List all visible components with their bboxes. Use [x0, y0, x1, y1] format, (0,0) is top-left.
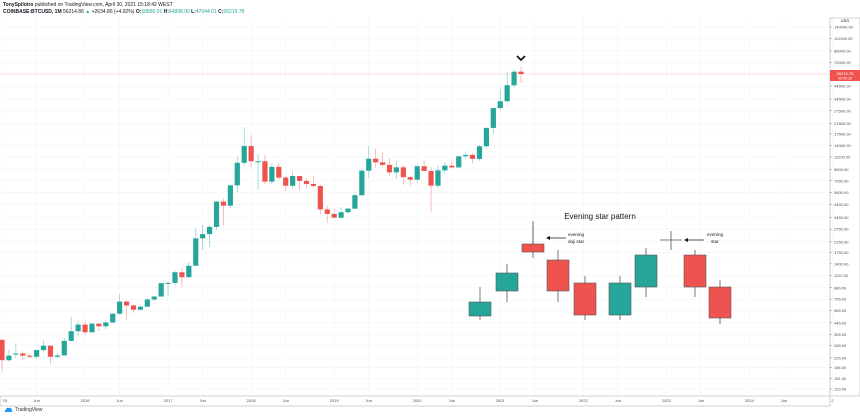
svg-text:2021: 2021 — [496, 398, 506, 403]
svg-text:17500.00: 17500.00 — [834, 132, 851, 137]
svg-text:285.00: 285.00 — [834, 343, 847, 348]
svg-text:355.00: 355.00 — [834, 332, 847, 337]
svg-text:44500.00: 44500.00 — [834, 84, 851, 89]
svg-text:Jun: Jun — [532, 398, 538, 403]
open-label: O: — [135, 9, 142, 15]
svg-text:56219.78: 56219.78 — [837, 71, 854, 76]
svg-text:Jun: Jun — [781, 398, 787, 403]
svg-text:Jun: Jun — [33, 398, 39, 403]
svg-text:evening: evening — [568, 232, 585, 237]
svg-text:2023: 2023 — [662, 398, 672, 403]
chevron-down-icon — [516, 55, 526, 62]
high-value: 64898.00 — [168, 9, 190, 15]
price-axis[interactable] — [829, 17, 860, 397]
open-value: 58880.01 — [141, 9, 163, 15]
author-name[interactable]: TonySpilotro — [3, 2, 34, 8]
svg-text:09:40:10: 09:40:10 — [838, 77, 852, 81]
svg-text:2: 2 — [831, 398, 834, 403]
up-arrow-icon: ▲ — [85, 9, 91, 15]
svg-text:112000.00: 112000.00 — [834, 36, 853, 41]
price-change: +2634.86 (+4.92%) — [91, 9, 135, 15]
grid-lines — [0, 18, 833, 396]
svg-text:11200.00: 11200.00 — [834, 154, 851, 159]
svg-text:2020: 2020 — [413, 398, 423, 403]
svg-text:star: star — [711, 239, 719, 244]
svg-text:Jun: Jun — [449, 398, 455, 403]
svg-text:186.00: 186.00 — [834, 365, 847, 370]
svg-text:3450.00: 3450.00 — [834, 215, 849, 220]
svg-text:2019: 2019 — [330, 398, 340, 403]
svg-text:7050.00: 7050.00 — [834, 178, 849, 183]
svg-text:27500.00: 27500.00 — [834, 108, 851, 113]
currency-label: USD — [841, 18, 850, 23]
svg-text:151.00: 151.00 — [834, 376, 847, 381]
svg-text:Jun: Jun — [282, 398, 288, 403]
cloud-icon — [4, 407, 13, 412]
svg-text:70000.00: 70000.00 — [834, 60, 851, 65]
svg-text:140000.00: 140000.00 — [834, 25, 854, 30]
svg-text:2024: 2024 — [745, 398, 755, 403]
svg-text:Jun: Jun — [199, 398, 205, 403]
svg-text:5600.00: 5600.00 — [834, 190, 849, 195]
high-label: H: — [163, 9, 169, 15]
brand-name: TradingView — [15, 407, 43, 413]
svg-text:2017: 2017 — [164, 398, 174, 403]
svg-text:evening: evening — [707, 232, 724, 237]
svg-text:880.00: 880.00 — [834, 285, 847, 290]
svg-text:1750.00: 1750.00 — [834, 250, 849, 255]
svg-text:225.00: 225.00 — [834, 355, 847, 360]
svg-text:Jun: Jun — [698, 398, 704, 403]
price-axis-labels: 140000.00 112000.00 88000.00 70000.00 44500.… — [830, 25, 854, 391]
svg-text:2022: 2022 — [579, 398, 589, 403]
tradingview-logo[interactable]: TradingView — [4, 407, 43, 413]
svg-text:Jun: Jun — [116, 398, 122, 403]
svg-text:8800.00: 8800.00 — [834, 167, 849, 172]
svg-text:1400.00: 1400.00 — [834, 261, 849, 266]
symbol-legend: COINBASE:BTCUSD, 1M 56214.86 ▲ +2634.86 … — [3, 9, 244, 15]
svg-text:34500.00: 34500.00 — [834, 97, 851, 102]
svg-text:doji star: doji star — [568, 239, 585, 244]
svg-text:14000.00: 14000.00 — [834, 143, 851, 148]
svg-text:88000.00: 88000.00 — [834, 48, 851, 53]
svg-text:4450.00: 4450.00 — [834, 202, 849, 207]
svg-text:123.00: 123.00 — [834, 386, 847, 391]
time-axis-labels: '15 Jun 2016 Jun 2017 Jun 2018 Jun 2019 Jun 2020 Ju… — [2, 398, 834, 403]
candles — [0, 66, 524, 373]
low-label: L: — [191, 9, 196, 15]
svg-text:Evening star pattern: Evening star pattern — [564, 212, 636, 221]
low-value: 47044.01 — [195, 9, 217, 15]
svg-text:'15: '15 — [2, 398, 8, 403]
time-axis[interactable] — [0, 395, 831, 407]
svg-text:21500.00: 21500.00 — [834, 121, 851, 126]
svg-text:2750.00: 2750.00 — [834, 227, 849, 232]
svg-text:2016: 2016 — [81, 398, 91, 403]
svg-text:Jun: Jun — [366, 398, 372, 403]
svg-text:1120.00: 1120.00 — [834, 273, 849, 278]
svg-text:Jun: Jun — [615, 398, 621, 403]
close-label: C: — [218, 9, 224, 15]
last-price: 56214.86 — [63, 9, 84, 15]
evening-star-annotation: Evening star pattern evening doji star even… — [468, 212, 732, 324]
publish-text: published on TradingView.com, April 30, … — [34, 2, 173, 8]
svg-text:2150.00: 2150.00 — [834, 239, 849, 244]
svg-text:565.00: 565.00 — [834, 308, 847, 313]
svg-text:445.00: 445.00 — [834, 320, 847, 325]
publish-info: TonySpilotro published on TradingView.co… — [3, 2, 173, 8]
symbol-name[interactable]: COINBASE:BTCUSD, 1M — [3, 9, 62, 15]
svg-text:2018: 2018 — [247, 398, 257, 403]
svg-text:705.00: 705.00 — [834, 297, 847, 302]
close-value: 56219.78 — [223, 9, 245, 15]
